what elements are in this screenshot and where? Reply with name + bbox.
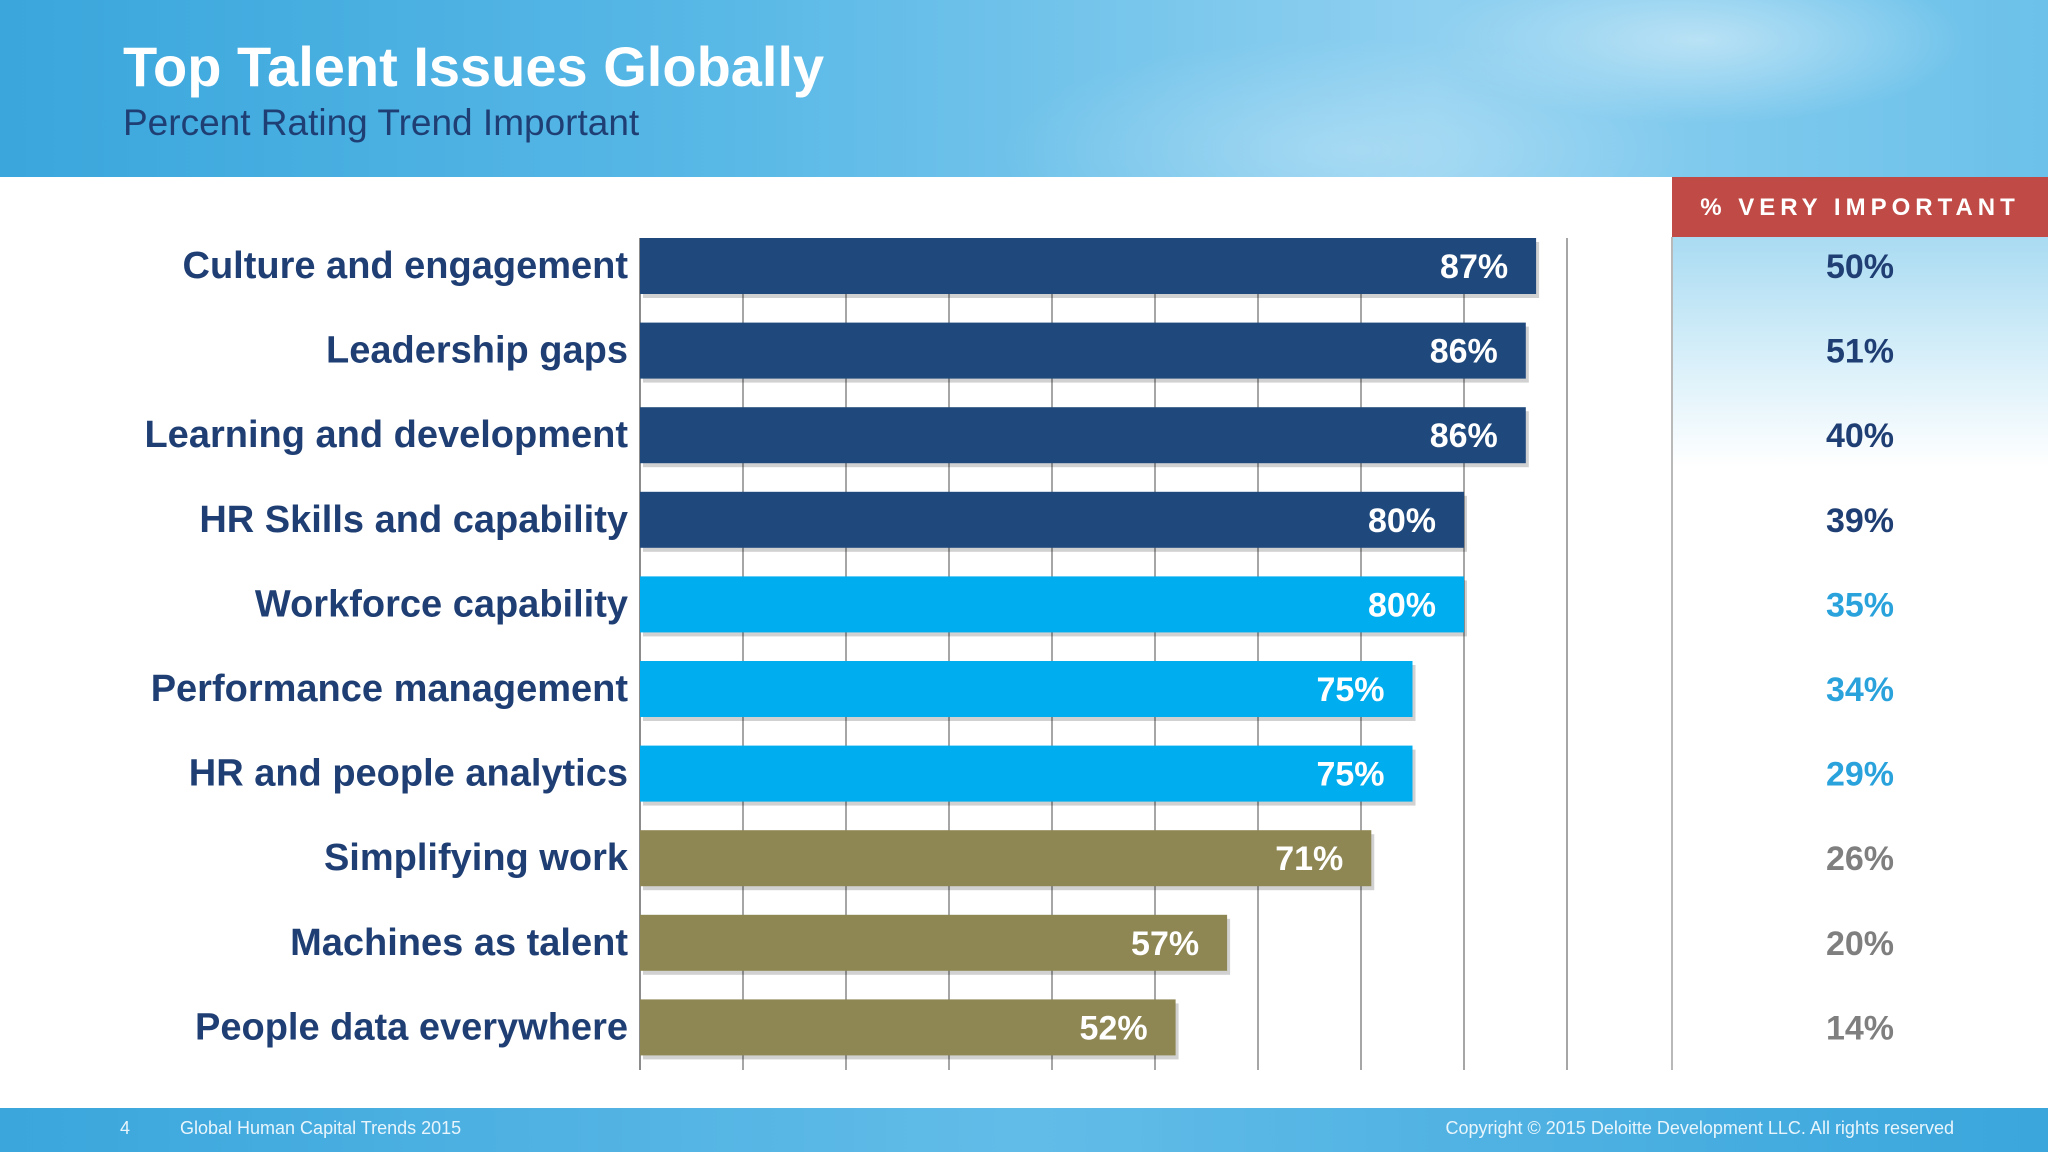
bar [640, 492, 1464, 548]
footer-bar: 4 Global Human Capital Trends 2015 Copyr… [0, 1108, 2048, 1152]
bar [640, 407, 1526, 463]
bar-value-label: 80% [1368, 502, 1436, 540]
category-label: Performance management [151, 668, 629, 710]
category-label: HR and people analytics [189, 753, 628, 795]
category-label: Workforce capability [255, 583, 628, 625]
category-label: Culture and engagement [183, 245, 629, 287]
category-label: Leadership gaps [326, 330, 628, 372]
very-important-value: 50% [1826, 248, 1894, 286]
bar [640, 830, 1371, 886]
very-important-value: 34% [1826, 671, 1894, 709]
bar-value-label: 57% [1131, 925, 1199, 963]
copyright-notice: Copyright © 2015 Deloitte Development LL… [1445, 1118, 1954, 1139]
bar-value-label: 52% [1080, 1009, 1148, 1047]
bar-value-label: 75% [1316, 671, 1384, 709]
very-important-value: 39% [1826, 502, 1894, 540]
very-important-value: 14% [1826, 1009, 1894, 1047]
bar [640, 746, 1413, 802]
very-important-value: 26% [1826, 840, 1894, 878]
bar [640, 576, 1464, 632]
very-important-value: 35% [1826, 586, 1894, 624]
category-label: Simplifying work [324, 837, 629, 879]
bar-value-label: 75% [1316, 756, 1384, 794]
very-important-value: 40% [1826, 417, 1894, 455]
bar-value-label: 80% [1368, 586, 1436, 624]
category-label: Learning and development [144, 414, 628, 456]
talent-issues-chart: 87% Culture and engagement 50% 86% Leadershi… [0, 0, 2048, 1108]
report-name: Global Human Capital Trends 2015 [180, 1118, 461, 1139]
bar [640, 238, 1536, 294]
very-important-value: 20% [1826, 925, 1894, 963]
category-label: HR Skills and capability [199, 499, 628, 541]
bar [640, 661, 1413, 717]
category-label: Machines as talent [290, 922, 628, 964]
page-number: 4 [120, 1118, 130, 1139]
bar-value-label: 87% [1440, 248, 1508, 286]
very-important-value: 51% [1826, 333, 1894, 371]
bar [640, 323, 1526, 379]
bar-value-label: 86% [1430, 417, 1498, 455]
bar-value-label: 86% [1430, 333, 1498, 371]
bar-value-label: 71% [1275, 840, 1343, 878]
category-label: People data everywhere [195, 1006, 628, 1048]
very-important-value: 29% [1826, 756, 1894, 794]
